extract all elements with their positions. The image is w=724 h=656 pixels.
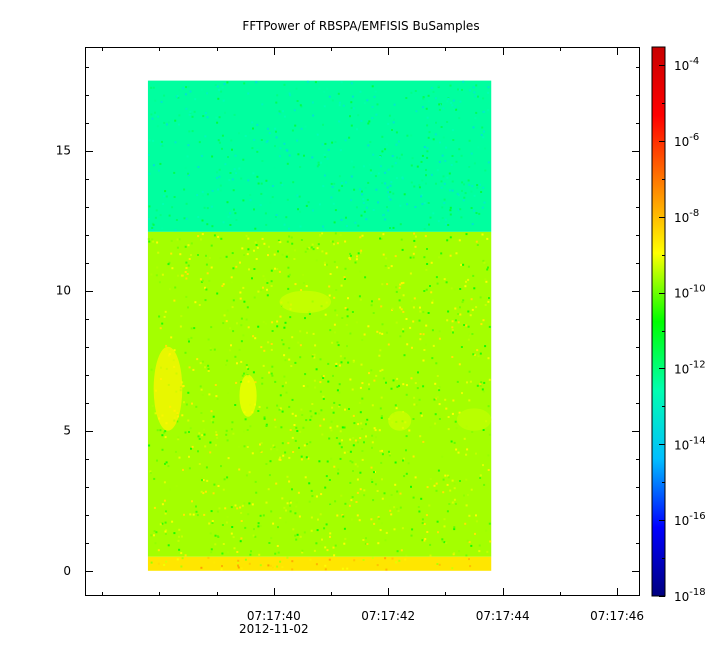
y-tick-label: 10: [56, 284, 71, 298]
spectrogram-feature-4: [456, 408, 492, 431]
y-tick-label: 5: [63, 424, 71, 438]
spectrogram-band-1: [147, 231, 492, 557]
x-tick-label: 07:17:46: [590, 609, 644, 623]
x-date-label: 2012-11-02: [239, 622, 309, 636]
colorbar-tick-label: 10-16: [674, 511, 706, 528]
spectrogram-image: [147, 80, 492, 571]
spectrogram-feature-0: [153, 346, 183, 431]
colorbar-tick-label: 10-8: [674, 208, 699, 225]
x-axis: 07:17:40 07:17:42 07:17:44 07:17:46 2012-11-…: [102, 47, 644, 636]
colorbar: 10-18 10-16 10-14 10-12 10-10 10-8 10-6 10-4: [651, 46, 706, 604]
spectrogram-band-0: [147, 80, 492, 232]
spectrogram-band-2: [147, 556, 492, 571]
colorbar-tick-label: 10-14: [674, 435, 706, 452]
colorbar-tick-label: 10-18: [674, 587, 706, 604]
y-axis: 0 5 10 15: [56, 67, 640, 578]
y-tick-label: 0: [63, 564, 71, 578]
plot-area: [85, 47, 640, 596]
chart-title: FFTPower of RBSPA/EMFISIS BuSamples: [242, 19, 479, 33]
colorbar-tick-label: 10-4: [674, 56, 699, 73]
colorbar-tick-label: 10-10: [674, 284, 706, 301]
spectrogram-feature-2: [279, 290, 332, 314]
y-tick-label: 15: [56, 144, 71, 158]
x-tick-label: 07:17:44: [476, 609, 530, 623]
colorbar-tick-label: 10-12: [674, 359, 706, 376]
colorbar-gradient: [651, 46, 666, 597]
spectrogram-feature-3: [388, 411, 412, 431]
x-tick-label: 07:17:42: [361, 609, 415, 623]
spectrogram-features: [153, 290, 492, 431]
colorbar-tick-label: 10-6: [674, 132, 699, 149]
spectrogram-feature-1: [239, 374, 257, 417]
plot-frame: [85, 47, 640, 596]
x-tick-label: 07:17:40: [247, 609, 301, 623]
